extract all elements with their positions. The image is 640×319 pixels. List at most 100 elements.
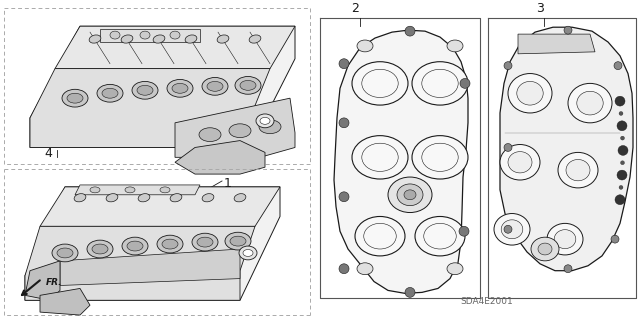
Ellipse shape [405,287,415,297]
Ellipse shape [132,81,158,99]
Ellipse shape [225,232,251,250]
Ellipse shape [447,263,463,275]
Ellipse shape [125,187,135,193]
Ellipse shape [89,35,101,43]
Polygon shape [334,30,468,293]
Ellipse shape [412,136,468,179]
Ellipse shape [554,230,576,249]
Polygon shape [100,29,200,42]
Ellipse shape [137,85,153,95]
Polygon shape [175,98,295,157]
Ellipse shape [615,195,625,205]
Ellipse shape [619,185,623,189]
Ellipse shape [202,78,228,95]
Text: 3: 3 [536,2,544,15]
Ellipse shape [259,120,281,134]
Ellipse shape [260,117,270,124]
Ellipse shape [404,190,416,200]
Ellipse shape [397,184,423,206]
Ellipse shape [234,194,246,202]
Polygon shape [75,185,200,195]
Ellipse shape [517,81,543,105]
Ellipse shape [127,241,143,251]
Ellipse shape [167,79,193,97]
Ellipse shape [508,74,552,113]
Ellipse shape [207,81,223,91]
Ellipse shape [170,194,182,202]
Ellipse shape [229,124,251,137]
Ellipse shape [160,187,170,193]
Ellipse shape [185,35,197,43]
Ellipse shape [611,235,619,243]
Ellipse shape [90,187,100,193]
Polygon shape [55,26,295,69]
Polygon shape [30,69,270,147]
Polygon shape [25,187,280,300]
Polygon shape [60,249,240,286]
Ellipse shape [339,264,349,274]
Ellipse shape [388,177,432,212]
Ellipse shape [52,244,78,262]
Polygon shape [25,226,255,300]
Ellipse shape [355,217,405,256]
Ellipse shape [239,246,257,260]
Ellipse shape [531,237,559,261]
Polygon shape [500,27,633,271]
Ellipse shape [240,80,256,90]
Ellipse shape [199,128,221,142]
Polygon shape [25,261,60,300]
Ellipse shape [140,31,150,39]
Ellipse shape [357,263,373,275]
Ellipse shape [243,249,253,256]
Polygon shape [518,34,595,54]
Ellipse shape [564,26,572,34]
Ellipse shape [162,239,178,249]
Ellipse shape [415,217,465,256]
Ellipse shape [235,77,261,94]
Ellipse shape [568,83,612,123]
Ellipse shape [504,225,512,233]
Ellipse shape [619,111,623,115]
Ellipse shape [621,136,625,140]
Text: 1: 1 [224,177,232,190]
Ellipse shape [352,136,408,179]
Ellipse shape [157,235,183,253]
Ellipse shape [217,35,229,43]
Ellipse shape [87,240,113,258]
Ellipse shape [460,78,470,88]
Ellipse shape [504,62,512,70]
Ellipse shape [558,152,598,188]
Ellipse shape [202,194,214,202]
Text: FR.: FR. [46,278,63,287]
Ellipse shape [352,62,408,105]
Ellipse shape [500,145,540,180]
Ellipse shape [614,62,622,70]
Ellipse shape [67,93,83,103]
Ellipse shape [577,91,604,115]
Text: SDA4E2001: SDA4E2001 [460,297,513,306]
Polygon shape [30,26,295,147]
Ellipse shape [621,161,625,165]
Ellipse shape [249,35,261,43]
Ellipse shape [504,144,512,152]
Ellipse shape [197,237,213,247]
Ellipse shape [501,220,523,239]
Ellipse shape [564,265,572,273]
Ellipse shape [230,236,246,246]
Ellipse shape [106,194,118,202]
Text: 2: 2 [351,2,359,15]
Ellipse shape [617,170,627,180]
Ellipse shape [447,40,463,52]
Ellipse shape [110,31,120,39]
Ellipse shape [617,121,627,131]
Ellipse shape [122,237,148,255]
Ellipse shape [618,145,628,155]
Ellipse shape [57,248,73,258]
Ellipse shape [172,83,188,93]
Ellipse shape [357,40,373,52]
Ellipse shape [62,89,88,107]
Ellipse shape [538,243,552,255]
Ellipse shape [102,88,118,98]
Ellipse shape [121,35,133,43]
Ellipse shape [339,118,349,128]
